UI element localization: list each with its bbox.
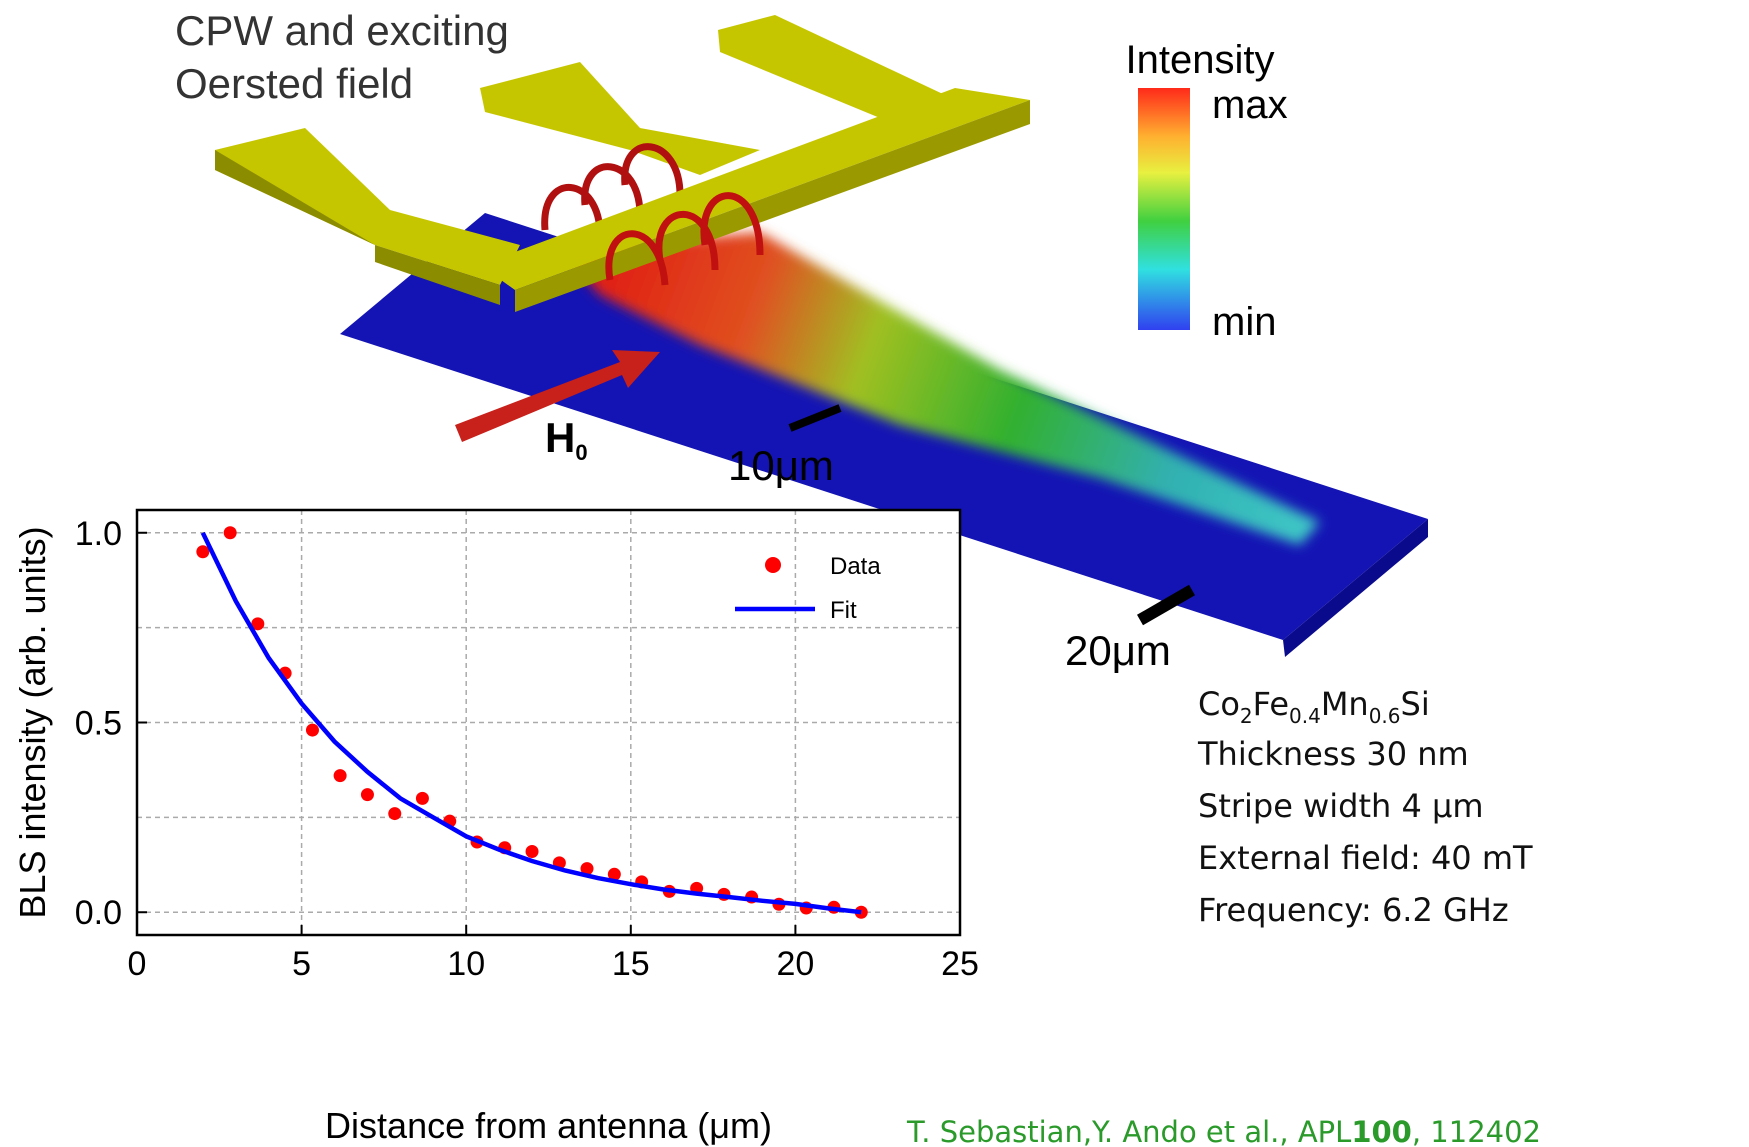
title-line: Oersted field (175, 60, 413, 107)
colorbar-max: max (1212, 83, 1288, 127)
cpw-middle (480, 62, 760, 175)
colorbar-title: Intensity (1126, 38, 1275, 82)
y-tick-label: 0.5 (75, 705, 122, 743)
x-tick-label: 5 (292, 945, 311, 983)
oersted-loops (541, 143, 684, 236)
data-point (333, 769, 347, 783)
scale-label: 10μm (728, 442, 834, 489)
scale-marker (788, 404, 842, 432)
title-line: CPW and exciting (175, 7, 509, 54)
colorbar-min: min (1212, 300, 1276, 344)
illustration (215, 15, 1428, 657)
formula-sub: 0.4 (1289, 704, 1321, 728)
sample-line: Frequency: 6.2 GHz (1198, 891, 1509, 929)
data-point (223, 526, 237, 540)
legend-marker (765, 557, 781, 573)
data-point (196, 545, 210, 559)
fit-line (200, 531, 862, 915)
data-point (388, 807, 402, 821)
field-label: H0 (545, 414, 588, 465)
field-arrow (455, 350, 660, 442)
legend-label: Data (830, 553, 881, 580)
scale-label: 20μm (1065, 627, 1171, 674)
y-tick-label: 1.0 (75, 515, 122, 553)
sample-line: Stripe width 4 μm (1198, 787, 1484, 825)
formula-part: Co (1198, 685, 1240, 723)
sample-line: Thickness 30 nm (1197, 735, 1469, 773)
x-tick-label: 15 (612, 945, 650, 983)
y-tick-label: 0.0 (75, 894, 122, 932)
formula-sub: 2 (1240, 704, 1253, 728)
field-symbol: H (545, 414, 575, 461)
data-point (580, 862, 594, 876)
y-axis-label: BLS intensity (arb. units) (12, 526, 53, 918)
field-subscript: 0 (575, 440, 587, 465)
spin-wave-intensity (560, 232, 1320, 545)
citation-part: T. Sebastian,Y. Ando et al., APL (906, 1115, 1351, 1147)
data-point (360, 788, 374, 802)
cpw-right (718, 15, 945, 118)
legend-label: Fit (830, 597, 857, 624)
colorbar (1138, 88, 1190, 330)
stripe (340, 213, 1428, 640)
formula-part: Fe (1253, 685, 1289, 723)
x-tick-label: 0 (128, 945, 147, 983)
cpw-left (215, 128, 520, 285)
formula: Co2Fe0.4Mn0.6Si (1198, 685, 1430, 728)
data-point (854, 905, 868, 919)
formula-part: Si (1401, 685, 1430, 723)
plot-frame (135, 508, 962, 937)
sample-line: External field: 40 mT (1198, 839, 1533, 877)
data-point (415, 791, 429, 805)
cpw-left-side (215, 150, 500, 305)
x-tick-label: 10 (447, 945, 485, 983)
x-tick-label: 20 (776, 945, 814, 983)
scale-marker (1137, 584, 1195, 626)
data-point (305, 723, 319, 737)
citation-part: , 112402 (1412, 1115, 1541, 1147)
chart: 0 5 10 15 20 25 0.0 0.5 1.0 Distance from antenna… (12, 508, 979, 1146)
citation-part: 100 (1351, 1115, 1412, 1147)
data-point (251, 617, 265, 631)
x-tick-label: 25 (941, 945, 979, 983)
formula-sub: 0.6 (1369, 704, 1401, 728)
sample-info: Co2Fe0.4Mn0.6Si Thickness 30 nm Stripe w… (1197, 685, 1533, 929)
oersted-loops-front (605, 192, 764, 286)
x-axis-label: Distance from antenna (μm) (325, 1105, 772, 1146)
formula-part: Mn (1321, 685, 1369, 723)
cpw-bar-side (515, 100, 1030, 312)
data-point (525, 845, 539, 859)
citation: T. Sebastian,Y. Ando et al., APL100, 112… (906, 1115, 1541, 1147)
stripe-side (1283, 519, 1428, 657)
data-point (607, 867, 621, 881)
